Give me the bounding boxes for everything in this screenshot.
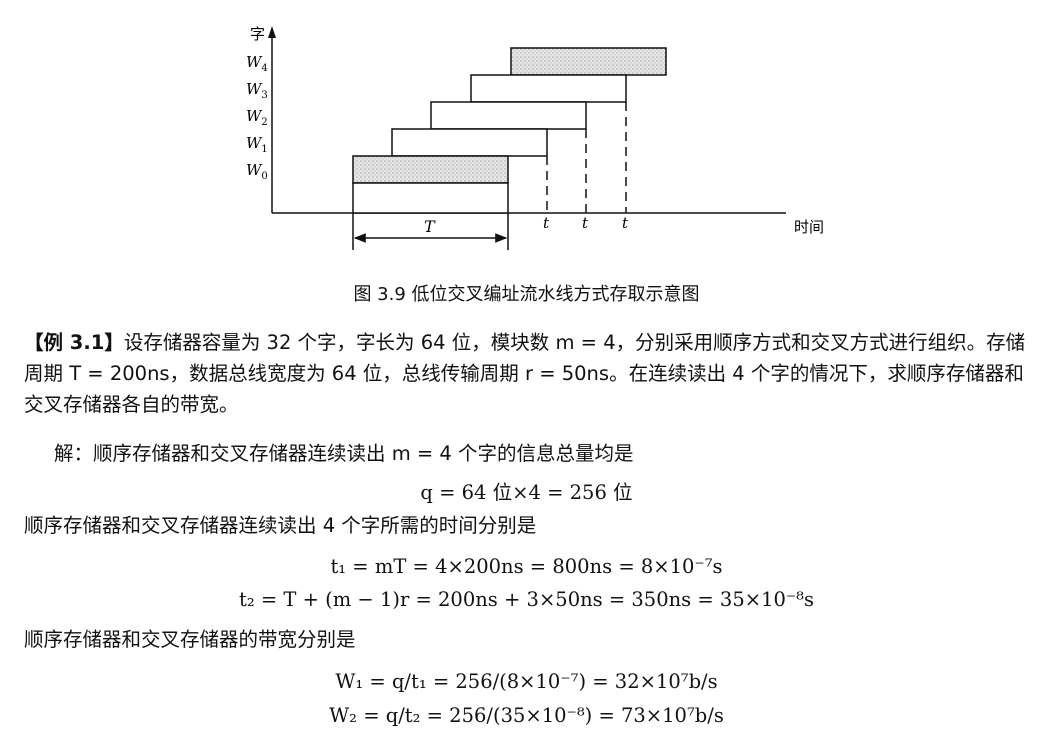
period-label: T: [424, 217, 436, 236]
bar-w0: [352, 155, 509, 184]
solution-intro: 解：顺序存储器和交叉存储器连续读出 m = 4 个字的信息总量均是: [54, 442, 634, 465]
time-marker-3-label: t: [622, 214, 629, 232]
equation-t2: t₂ = T + (m − 1)r = 200ns + 3×50ns = 350…: [238, 588, 815, 611]
word-label-w0: W0: [246, 161, 268, 182]
word-label-w3: W3: [246, 80, 268, 101]
figure-caption: 图 3.9 低位交叉编址流水线方式存取示意图: [353, 284, 700, 305]
bar-base: [352, 182, 509, 214]
bar-w2: [430, 101, 587, 130]
equation-w2: W₂ = q/t₂ = 256/(35×10⁻⁸) = 73×10⁷b/s: [329, 704, 724, 727]
example-tag: 【例 3.1】: [24, 331, 124, 354]
bar-w3: [470, 74, 627, 103]
bar-w4: [510, 47, 667, 76]
word-label-w2: W2: [246, 107, 268, 128]
y-axis-label: 字: [250, 25, 265, 43]
y-axis-arrow: [268, 26, 276, 38]
time-marker-1-label: t: [543, 214, 550, 232]
time-intro: 顺序存储器和交叉存储器连续读出 4 个字所需的时间分别是: [24, 514, 537, 537]
time-marker-2-label: t: [582, 214, 589, 232]
x-axis-label: 时间: [794, 218, 824, 236]
equation-t1: t₁ = mT = 4×200ns = 800ns = 8×10⁻⁷s: [330, 555, 723, 578]
pipeline-timing-diagram: 字 时间 W4 W3 W2 W1 W0 t t t T: [246, 25, 824, 250]
equation-q: q = 64 位×4 = 256 位: [420, 481, 633, 504]
word-label-w4: W4: [246, 53, 268, 74]
example-problem-text: 设存储器容量为 32 个字，字长为 64 位，模块数 m = 4，分别采用顺序方…: [24, 331, 1026, 416]
bar-w1: [391, 128, 548, 157]
bandwidth-intro: 顺序存储器和交叉存储器的带宽分别是: [24, 628, 356, 651]
word-label-w1: W1: [246, 134, 268, 155]
example-problem: 【例 3.1】设存储器容量为 32 个字，字长为 64 位，模块数 m = 4，…: [24, 327, 1034, 420]
equation-w1: W₁ = q/t₁ = 256/(8×10⁻⁷) = 32×10⁷b/s: [335, 670, 718, 693]
